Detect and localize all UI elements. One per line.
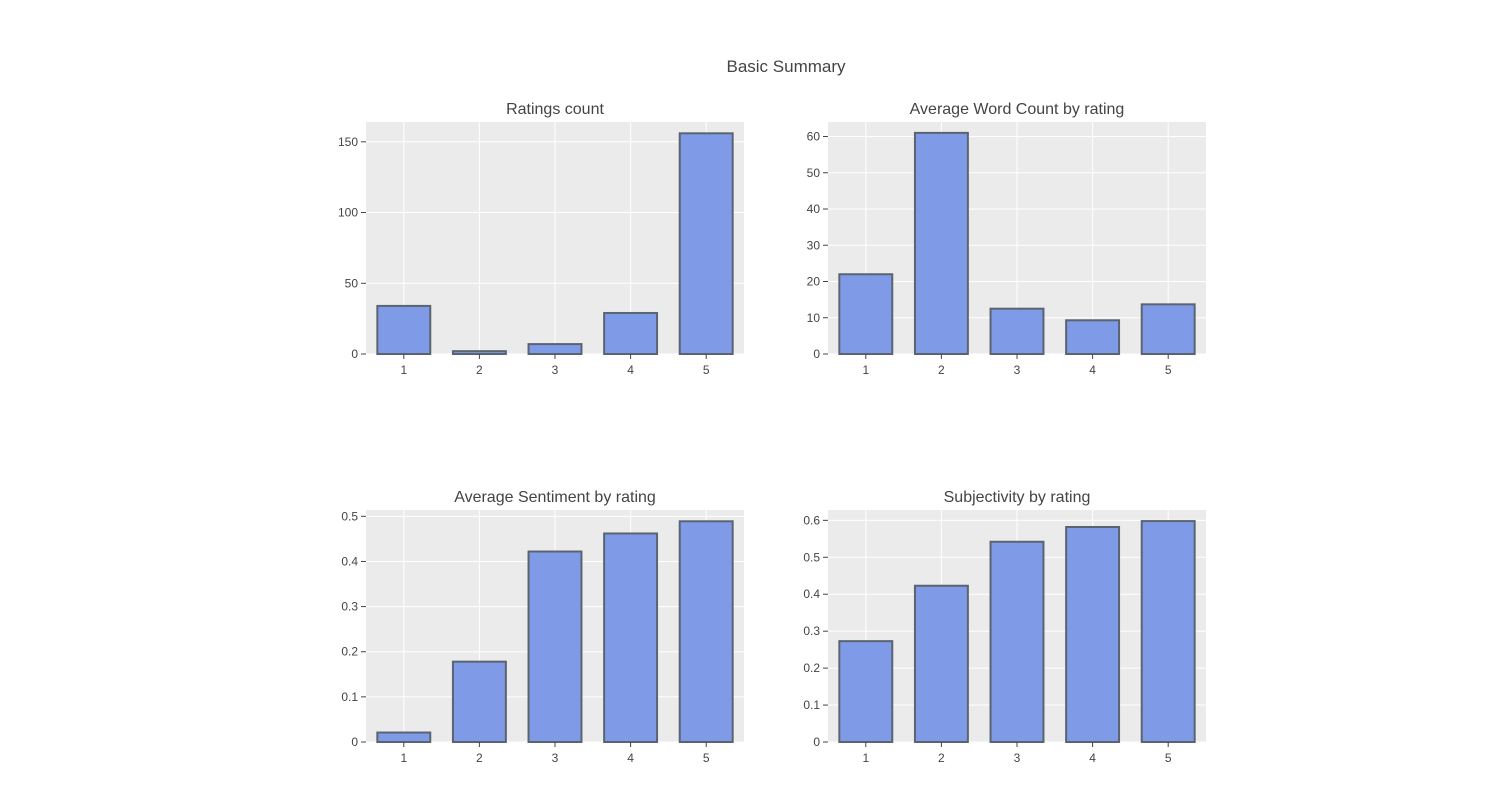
y-tick-label: 0: [351, 735, 358, 749]
bar-rating-3[interactable]: [527, 550, 583, 743]
y-tick-label: 0.5: [803, 550, 820, 564]
x-tick-label: 5: [703, 751, 710, 765]
y-tick-label: 0: [813, 347, 820, 361]
bar-rating-5[interactable]: [1140, 520, 1196, 744]
bar-rating-4[interactable]: [1065, 525, 1121, 744]
y-tick-label: 150: [338, 135, 358, 149]
x-tick-label: 2: [476, 363, 483, 377]
bar-rating-4[interactable]: [603, 532, 659, 744]
x-tick-label: 4: [627, 363, 634, 377]
y-tick-label: 100: [338, 206, 358, 220]
x-tick-label: 1: [862, 363, 869, 377]
y-tick-label: 0.2: [803, 661, 820, 675]
y-tick-label: 20: [807, 275, 821, 289]
bar-rating-1[interactable]: [838, 640, 894, 743]
y-tick-label: 60: [807, 130, 821, 144]
bar-rating-2[interactable]: [451, 350, 507, 356]
bar-rating-4[interactable]: [603, 311, 659, 356]
y-tick-label: 0.4: [341, 554, 358, 568]
bar-rating-3[interactable]: [527, 343, 583, 356]
subplot-title: Ratings count: [506, 101, 604, 118]
y-tick-label: 50: [807, 166, 821, 180]
y-tick-label: 0: [351, 347, 358, 361]
y-tick-label: 0: [813, 735, 820, 749]
bar-rating-2[interactable]: [451, 660, 507, 744]
bar-rating-5[interactable]: [678, 520, 734, 744]
subplot-title: Subjectivity by rating: [944, 489, 1091, 506]
x-tick-label: 1: [862, 751, 869, 765]
x-tick-label: 4: [627, 751, 634, 765]
page-title: Basic Summary: [726, 57, 846, 76]
y-tick-label: 0.3: [803, 624, 820, 638]
bar-rating-1[interactable]: [376, 731, 432, 744]
x-tick-label: 5: [703, 363, 710, 377]
x-tick-label: 5: [1165, 363, 1172, 377]
subplot-title: Average Sentiment by rating: [454, 489, 656, 506]
x-tick-label: 2: [476, 751, 483, 765]
y-tick-label: 0.4: [803, 587, 820, 601]
subplot-2: Average Word Count by rating 0 10 20 30 40 50 6…: [807, 101, 1206, 377]
bar-rating-3[interactable]: [989, 307, 1045, 355]
x-tick-label: 3: [552, 751, 559, 765]
y-tick-label: 40: [807, 202, 821, 216]
bar-rating-4[interactable]: [1065, 319, 1121, 356]
y-tick-label: 0.6: [803, 513, 820, 527]
x-tick-label: 5: [1165, 751, 1172, 765]
y-tick-label: 0.1: [341, 690, 358, 704]
y-tick-label: 0.5: [341, 509, 358, 523]
subplot-3: Average Sentiment by rating 0 0.1 0.2 0.3 0.4…: [341, 489, 744, 765]
bar-rating-2[interactable]: [913, 584, 969, 743]
x-tick-label: 3: [1014, 363, 1021, 377]
x-tick-label: 2: [938, 751, 945, 765]
y-tick-label: 30: [807, 238, 821, 252]
bar-rating-2[interactable]: [913, 131, 969, 355]
y-tick-label: 0.3: [341, 600, 358, 614]
x-tick-label: 2: [938, 363, 945, 377]
subplot-4: Subjectivity by rating 0 0.1 0.2 0.3 0.4 0.5 0.…: [803, 489, 1206, 765]
y-tick-label: 10: [807, 311, 821, 325]
x-tick-label: 1: [400, 751, 407, 765]
y-tick-label: 50: [345, 276, 359, 290]
bar-rating-3[interactable]: [989, 540, 1045, 743]
subplot-1: Ratings count 0 50 100 150 1 2 3 4 5: [338, 101, 744, 377]
subplot-title: Average Word Count by rating: [910, 101, 1125, 118]
x-tick-label: 4: [1089, 751, 1096, 765]
x-tick-label: 4: [1089, 363, 1096, 377]
x-tick-label: 3: [552, 363, 559, 377]
bar-rating-5[interactable]: [1140, 303, 1196, 355]
bar-rating-1[interactable]: [376, 304, 432, 355]
y-tick-label: 0.2: [341, 645, 358, 659]
bar-rating-5[interactable]: [678, 132, 734, 355]
bar-rating-1[interactable]: [838, 273, 894, 355]
y-tick-label: 0.1: [803, 698, 820, 712]
x-tick-label: 1: [400, 363, 407, 377]
x-tick-label: 3: [1014, 751, 1021, 765]
